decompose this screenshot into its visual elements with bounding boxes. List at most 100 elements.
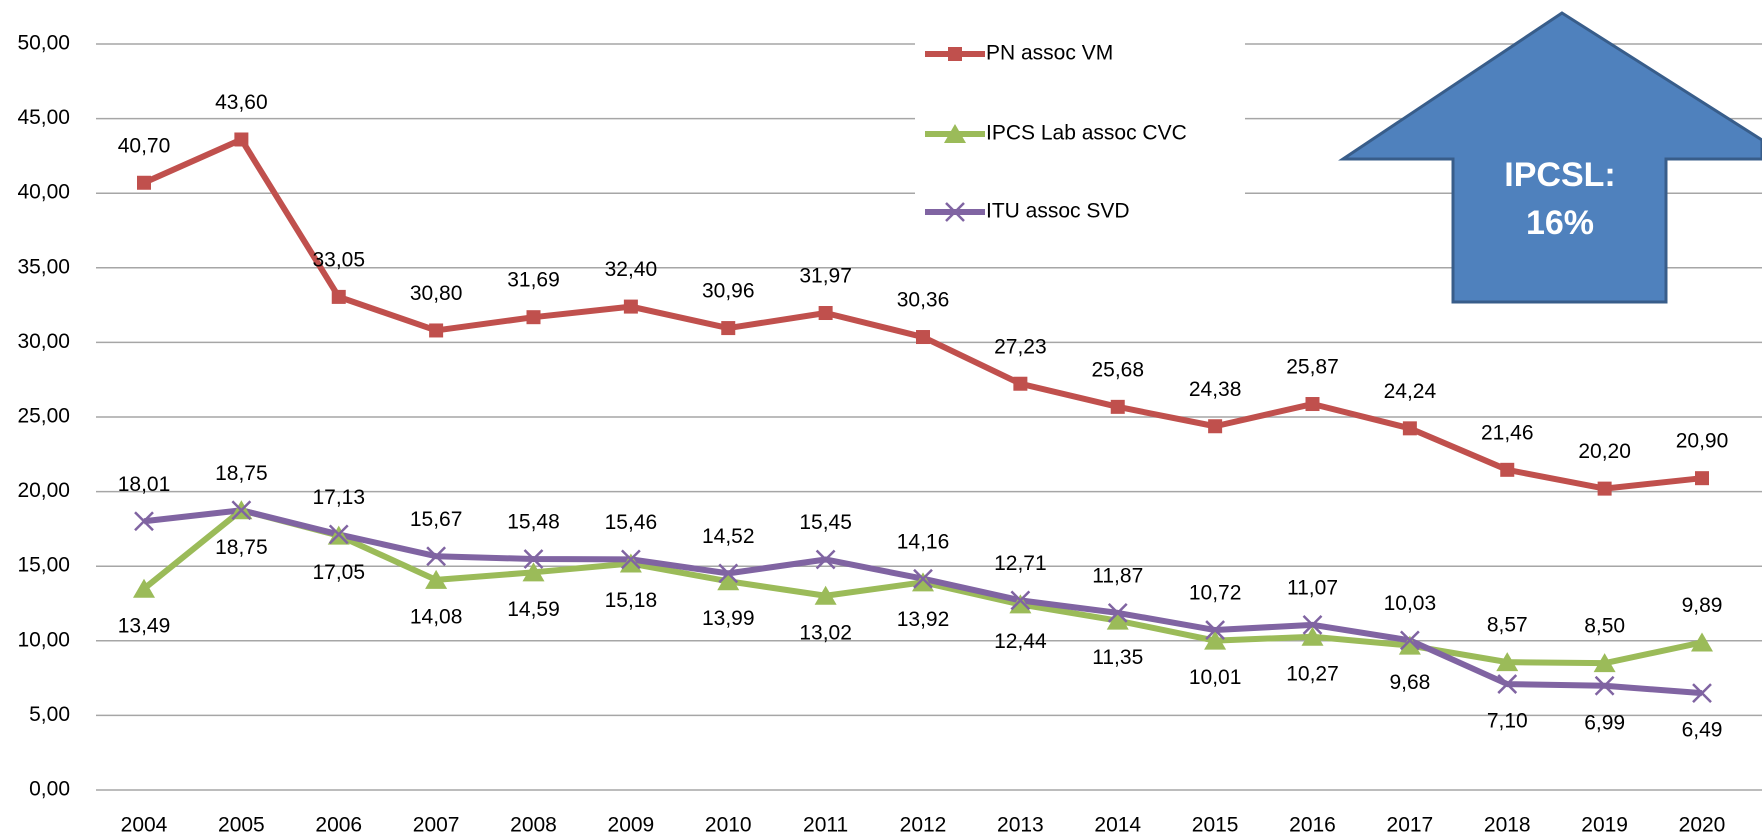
data-label: 17,05	[312, 561, 365, 584]
marker	[1305, 397, 1320, 412]
y-tick-label: 40,00	[17, 181, 70, 204]
marker	[1402, 421, 1417, 436]
data-label: 33,05	[312, 248, 365, 271]
marker	[1399, 630, 1420, 651]
data-label: 13,99	[702, 607, 755, 630]
marker	[425, 569, 448, 589]
data-label: 8,50	[1584, 615, 1625, 638]
data-label: 8,57	[1487, 614, 1528, 637]
data-label: 27,23	[994, 335, 1047, 358]
annotation: IPCSL:	[1504, 156, 1615, 194]
data-label: 21,46	[1481, 421, 1534, 444]
data-label: 14,08	[410, 605, 463, 628]
marker	[328, 524, 349, 545]
marker	[1107, 603, 1128, 623]
marker	[1301, 626, 1324, 646]
data-label: 25,87	[1286, 356, 1339, 379]
x-tick-label: 2015	[1192, 814, 1239, 837]
marker	[623, 299, 638, 314]
marker	[1398, 635, 1421, 655]
data-label: 15,48	[507, 511, 560, 534]
data-label: 12,71	[994, 552, 1047, 575]
marker	[718, 563, 739, 584]
marker	[331, 289, 346, 304]
plot: 2004 2005 2006 2007 2008 2009 2010 2011 2012 2013…	[118, 42, 1729, 837]
marker	[1302, 614, 1323, 635]
marker	[913, 568, 933, 589]
marker	[1695, 471, 1709, 486]
data-label: 14,59	[507, 598, 560, 621]
data-label: 12,44	[994, 630, 1047, 653]
data-label: 32,40	[605, 258, 658, 281]
data-label: 13,92	[897, 608, 950, 631]
data-label: 30,36	[897, 289, 950, 312]
marker	[1208, 419, 1223, 434]
data-label: 24,38	[1189, 378, 1242, 401]
x-tick-label: 2004	[121, 814, 168, 837]
y-tick-label: 25,00	[17, 405, 70, 428]
x-tick-label: 2020	[1679, 814, 1726, 837]
y-tick-label: 45,00	[17, 106, 70, 129]
marker	[134, 511, 154, 532]
marker	[1009, 594, 1032, 614]
y-tick-label: 5,00	[29, 703, 70, 726]
marker	[1691, 632, 1713, 652]
y-tick-label: 50,00	[17, 32, 70, 55]
x-tick-label: 2011	[803, 814, 848, 837]
x-tick-label: 2017	[1387, 814, 1434, 837]
data-label: 10,72	[1189, 582, 1242, 605]
marker	[721, 321, 736, 336]
data-label: 18,75	[215, 536, 268, 559]
data-label: 15,46	[605, 511, 658, 534]
marker	[234, 132, 249, 147]
marker	[1496, 652, 1519, 672]
y-tick-label: 15,00	[17, 554, 70, 577]
marker	[1013, 376, 1028, 391]
marker	[522, 562, 545, 582]
data-label: 15,45	[799, 511, 852, 534]
marker	[815, 549, 836, 570]
marker	[133, 578, 155, 598]
data-label: 18,01	[118, 473, 171, 496]
marker	[1010, 590, 1031, 611]
y-tick-label: 0,00	[29, 778, 70, 801]
marker	[231, 500, 252, 521]
data-label: 17,13	[312, 486, 365, 509]
marker	[1593, 653, 1616, 673]
data-label: 11,35	[1092, 646, 1143, 669]
marker	[526, 310, 541, 325]
data-label: 14,16	[897, 530, 950, 553]
x-tick-label: 2010	[705, 814, 752, 837]
marker	[137, 175, 151, 190]
y-tick-label: 30,00	[17, 330, 70, 353]
data-label: 10,01	[1189, 666, 1242, 689]
data-label: 20,90	[1676, 430, 1729, 453]
data-label: 30,80	[410, 282, 463, 305]
data-label: 11,07	[1287, 576, 1338, 599]
marker	[426, 546, 447, 567]
marker	[1497, 674, 1518, 694]
legend-label: PN assoc VM	[986, 42, 1113, 65]
x-tick-label: 2016	[1289, 814, 1336, 837]
marker	[429, 323, 444, 338]
data-label: 11,87	[1092, 564, 1143, 587]
data-label: 14,52	[702, 525, 755, 548]
data-label: 10,03	[1384, 592, 1437, 615]
x-tick-label: 2006	[315, 814, 362, 837]
annotation: 16%	[1526, 204, 1594, 242]
data-label: 7,10	[1487, 710, 1528, 733]
x-tick-label: 2019	[1581, 814, 1628, 837]
x-tick-label: 2018	[1484, 814, 1531, 837]
marker	[619, 553, 642, 573]
marker	[944, 124, 966, 143]
marker	[916, 330, 930, 345]
x-tick-label: 2007	[413, 814, 460, 837]
y-tick-label: 10,00	[17, 628, 70, 651]
data-label: 9,89	[1682, 594, 1723, 617]
data-label: 43,60	[215, 91, 268, 114]
y-tick-label: 35,00	[17, 255, 70, 278]
marker	[912, 572, 934, 592]
marker	[1205, 620, 1226, 640]
data-label: 13,02	[799, 621, 852, 644]
